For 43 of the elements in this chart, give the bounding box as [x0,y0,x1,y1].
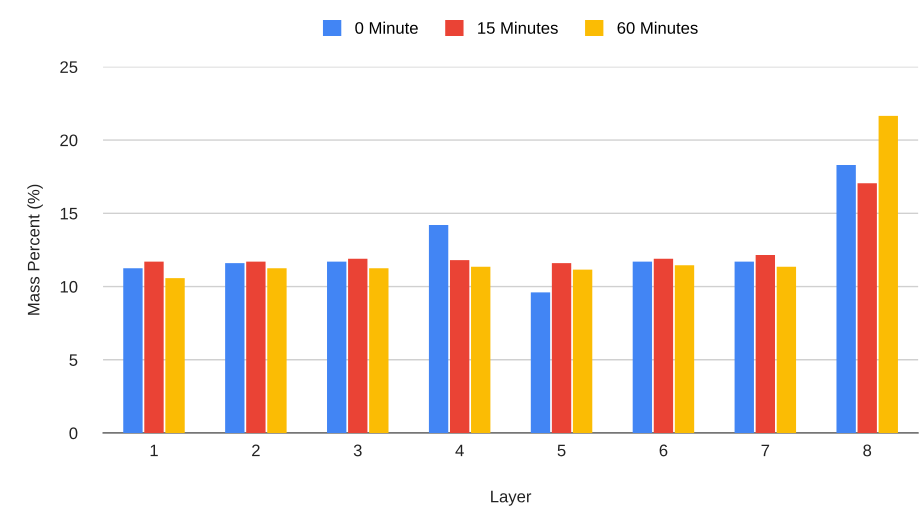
bar [428,225,448,433]
bar [246,262,266,433]
bar [572,270,592,433]
y-tick-label: 20 [60,134,78,146]
bar [348,258,368,433]
bar [369,268,389,433]
y-tick-label: 15 [60,208,78,220]
x-axis-title: Layer [491,490,532,506]
x-tick-label: 3 [354,444,362,456]
x-tick-label: 4 [455,444,464,456]
bar [144,262,164,433]
bar [552,263,572,433]
bar [858,183,877,433]
bar [267,268,287,433]
bar [327,262,346,433]
bar [471,266,490,433]
legend-label: 0 Minute [355,22,418,34]
bar [225,263,245,433]
bar [776,266,796,433]
y-tick-label: 5 [69,354,78,366]
y-tick-label: 0 [69,427,78,440]
bar [123,268,143,433]
legend-label: 60 Minutes [618,22,698,34]
bar [836,164,856,433]
bar [654,258,674,433]
x-tick-label: 1 [150,444,158,456]
y-tick-label: 25 [60,61,78,74]
bar [674,265,694,433]
bar [450,260,470,433]
x-tick-label: 6 [660,444,668,456]
legend-label: 15 Minutes [478,22,558,34]
y-axis-title: Mass Percent (%) [27,184,43,315]
x-tick-label: 2 [252,444,260,456]
bar [632,262,652,433]
x-tick-label: 8 [863,444,872,456]
bar [165,278,185,433]
bar [530,292,550,433]
bar [756,255,776,433]
x-tick-label: 7 [762,444,770,456]
bar [734,262,754,433]
y-tick-label: 10 [60,280,78,293]
bar [878,116,898,433]
x-tick-label: 5 [558,444,566,456]
